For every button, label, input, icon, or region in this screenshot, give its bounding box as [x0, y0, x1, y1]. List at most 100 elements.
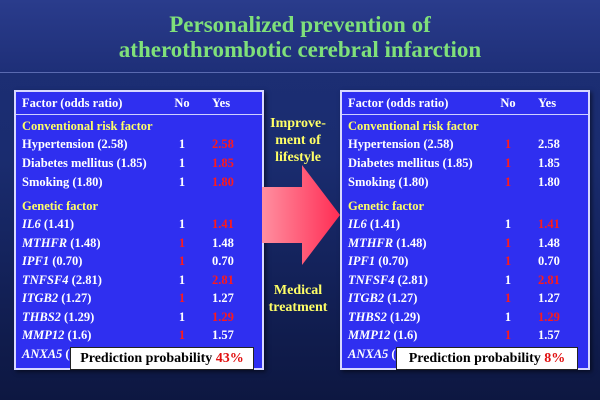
odds-ratio: (1.80) — [72, 175, 103, 189]
factor-name: MTHFR — [22, 235, 68, 250]
section-conventional: Conventional risk factor — [16, 117, 262, 135]
prediction-label: Prediction probability — [408, 351, 541, 366]
factor-name: Diabetes mellitus — [348, 156, 440, 170]
yes-cell: 1.48 — [212, 235, 234, 250]
factor-cell: Smoking (1.80) — [348, 173, 429, 191]
yes-column-header: Yes — [538, 96, 557, 110]
table-row: Hypertension (2.58) 1 2.58 — [342, 135, 588, 153]
table-row: Diabetes mellitus (1.85) 1 1.85 — [16, 154, 262, 172]
odds-ratio: (1.85) — [116, 156, 147, 170]
slide-title: Personalized prevention of atherothrombo… — [0, 12, 600, 62]
table-row: Smoking (1.80) 1 1.80 — [342, 173, 588, 191]
table-row: Smoking (1.80) 1 1.80 — [16, 173, 262, 191]
yes-cell: 2.81 — [538, 272, 560, 287]
medical-treatment-label-line-1: Medical — [273, 283, 323, 298]
table-row: MMP12 (1.6) 1 1.57 — [342, 326, 588, 344]
table-row: MMP12 (1.6) 1 1.57 — [16, 326, 262, 344]
no-cell: 1 — [504, 272, 512, 287]
odds-ratio: (1.29) — [390, 309, 421, 324]
factor-cell: Hypertension (2.58) — [22, 135, 128, 153]
factor-cell: ITGB2 (1.27) — [348, 289, 417, 307]
factor-name: Hypertension — [22, 137, 95, 151]
factor-cell: Hypertension (2.58) — [348, 135, 454, 153]
no-cell: 1 — [504, 291, 512, 305]
factor-cell: Smoking (1.80) — [22, 173, 103, 191]
right-risk-table: Factor (odds ratio) No Yes Conventional … — [340, 90, 590, 370]
table-row: THBS2 (1.29) 1 1.29 — [342, 308, 588, 326]
factor-name: Smoking — [22, 175, 70, 189]
yes-cell: 1.41 — [538, 217, 560, 231]
factor-name: IPF1 — [22, 254, 50, 268]
odds-ratio: (0.70) — [378, 254, 409, 268]
factor-cell: IPF1 (0.70) — [348, 252, 408, 270]
odds-ratio: (1.41) — [43, 217, 75, 231]
factor-cell: Diabetes mellitus (1.85) — [348, 154, 473, 172]
yes-cell: 1.41 — [212, 217, 234, 231]
title-line-1: Personalized prevention of — [169, 12, 431, 37]
no-cell: 1 — [178, 328, 186, 342]
no-cell: 1 — [504, 137, 512, 151]
yes-cell: 1.57 — [212, 328, 234, 342]
odds-ratio: (2.58) — [97, 137, 128, 151]
factor-name: TNFSF4 — [22, 272, 69, 287]
odds-ratio: (1.80) — [398, 175, 429, 189]
table-row: IL6 (1.41) 1 1.41 — [16, 215, 262, 233]
factor-name: ITGB2 — [348, 291, 385, 305]
table-row: MTHFR (1.48) 1 1.48 — [16, 234, 262, 252]
table-row: MTHFR (1.48) 1 1.48 — [342, 234, 588, 252]
no-cell: 1 — [178, 175, 186, 189]
factor-column-header: Factor (odds ratio) — [348, 96, 449, 110]
section-label: Genetic factor — [348, 199, 425, 213]
no-column-header: No — [500, 96, 516, 110]
right-arrow-icon — [262, 165, 340, 265]
section-conventional: Conventional risk factor — [342, 117, 588, 135]
yes-cell: 1.80 — [538, 175, 560, 189]
yes-cell: 2.81 — [212, 272, 234, 287]
section-label: Conventional risk factor — [348, 119, 479, 133]
section-genetic: Genetic factor — [342, 197, 588, 215]
table-row: IL6 (1.41) 1 1.41 — [342, 215, 588, 233]
yes-cell: 1.29 — [212, 309, 234, 324]
medical-treatment-label: Medical treatment — [258, 282, 338, 316]
odds-ratio: (1.48) — [70, 235, 101, 250]
odds-ratio: (1.6) — [67, 328, 92, 342]
factor-name: Diabetes mellitus — [22, 156, 114, 170]
yes-cell: 1.80 — [212, 175, 234, 189]
no-cell: 1 — [178, 291, 186, 305]
prediction-probability-left: Prediction probability 43% — [70, 347, 254, 370]
yes-cell: 2.58 — [212, 137, 234, 151]
factor-name: MMP12 — [22, 328, 65, 342]
lifestyle-label-line-2: ment of — [275, 133, 321, 148]
odds-ratio: (2.81) — [71, 272, 102, 287]
table-row: TNFSF4 (2.81) 1 2.81 — [16, 271, 262, 289]
lifestyle-label-line-1: Improve- — [270, 116, 326, 131]
factor-cell: TNFSF4 (2.81) — [348, 271, 428, 289]
factor-name: IL6 — [348, 217, 367, 231]
odds-ratio: (2.58) — [423, 137, 454, 151]
no-cell: 1 — [504, 309, 512, 324]
yes-cell: 1.85 — [538, 156, 560, 170]
prediction-label: Prediction probability — [80, 351, 213, 366]
medical-treatment-label-line-2: treatment — [268, 300, 328, 315]
factor-name: THBS2 — [22, 309, 61, 324]
factor-cell: MMP12 (1.6) — [22, 326, 91, 344]
section-label: Genetic factor — [22, 199, 99, 213]
prediction-value: 8% — [544, 351, 566, 366]
odds-ratio: (0.70) — [52, 254, 83, 268]
odds-ratio: (1.27) — [387, 291, 418, 305]
title-line-2: atherothrombotic cerebral infarction — [118, 37, 482, 62]
factor-name: ANXA5 — [22, 346, 63, 361]
lifestyle-label: Improve- ment of lifestyle — [258, 115, 338, 166]
table-row: THBS2 (1.29) 1 1.29 — [16, 308, 262, 326]
no-cell: 1 — [178, 156, 186, 170]
factor-name: THBS2 — [348, 309, 387, 324]
title-band — [0, 0, 600, 73]
odds-ratio: (1.48) — [396, 235, 427, 250]
yes-cell: 2.58 — [538, 137, 560, 151]
yes-cell: 1.85 — [212, 156, 234, 170]
table-header: Factor (odds ratio) No Yes — [342, 92, 588, 115]
table-header: Factor (odds ratio) No Yes — [16, 92, 262, 115]
table-row: ITGB2 (1.27) 1 1.27 — [342, 289, 588, 307]
odds-ratio: (1.29) — [64, 309, 95, 324]
yes-cell: 1.27 — [538, 291, 560, 305]
